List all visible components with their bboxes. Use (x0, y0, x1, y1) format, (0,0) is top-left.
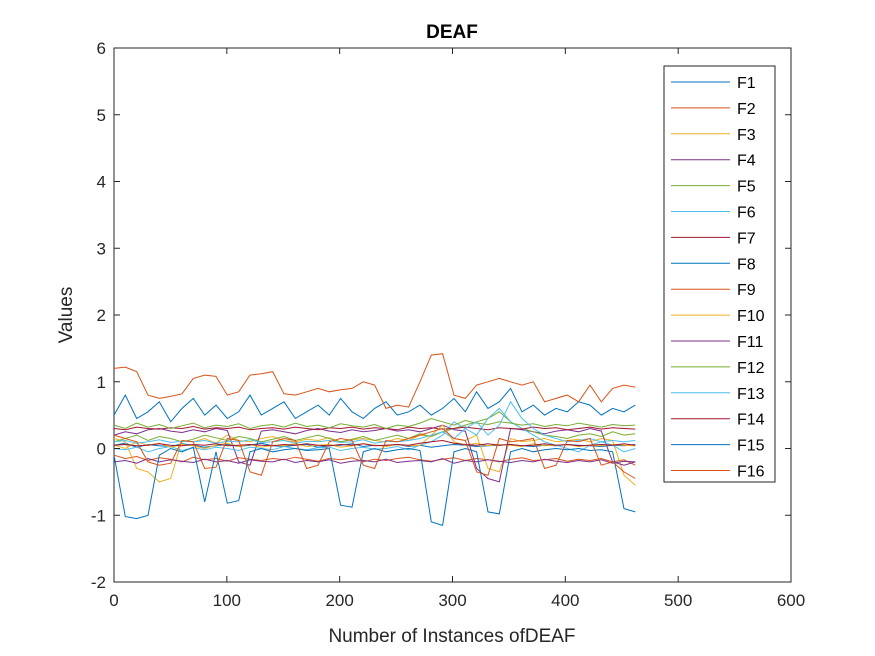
legend-label: F7 (737, 230, 756, 247)
y-tick-label: 3 (97, 239, 106, 258)
series-line-f14 (113, 439, 636, 447)
y-tick-label: 5 (97, 106, 106, 125)
series-line-f13 (113, 400, 636, 444)
legend-label: F5 (737, 179, 756, 196)
series-line-f12 (113, 417, 636, 430)
y-tick-label: -2 (91, 573, 106, 592)
x-tick-label: 400 (551, 591, 579, 610)
series-line-f9 (113, 353, 636, 409)
series-line-f10 (113, 424, 636, 450)
legend-label: F11 (737, 334, 763, 351)
series-line-f16 (113, 427, 636, 479)
y-tick-label: 0 (97, 440, 106, 459)
legend-label: F3 (737, 127, 756, 144)
series-line-f7 (113, 425, 636, 431)
legend-label: F2 (737, 101, 756, 118)
series-line-f8 (113, 387, 636, 423)
series-line-f6 (113, 407, 636, 453)
legend-label: F13 (737, 386, 765, 403)
legend-label: F12 (737, 360, 765, 377)
legend: F1 F2 F3 F4 F5 F6 F7 F8 F9 F10 F11 F12 F13 F14 F15 F16 (663, 65, 776, 483)
legend-label: F1 (737, 75, 756, 92)
legend-label: F14 (737, 412, 765, 429)
legend-label: F10 (737, 308, 765, 325)
x-tick-label: 300 (438, 591, 466, 610)
x-tick-label: 100 (213, 591, 241, 610)
y-tick-label: 6 (97, 39, 106, 58)
y-tick-label: 2 (97, 306, 106, 325)
x-axis-label: Number of Instances ofDEAF (328, 626, 575, 647)
legend-box (663, 65, 776, 483)
chart-title: DEAF (426, 22, 478, 43)
legend-label: F16 (737, 464, 765, 481)
x-tick-label: 0 (109, 591, 118, 610)
series-layer (113, 353, 636, 526)
legend-label: F15 (737, 438, 765, 455)
y-tick-label: 4 (97, 173, 106, 192)
y-tick-label: 1 (97, 373, 106, 392)
y-axis-label: Values (56, 287, 77, 344)
x-tick-label: 600 (777, 591, 805, 610)
legend-label: F8 (737, 256, 756, 273)
legend-label: F4 (737, 153, 756, 170)
series-line-f15 (113, 446, 636, 526)
y-tick-label: -1 (91, 506, 106, 525)
legend-label: F6 (737, 205, 756, 222)
tick-layer: 0 100 200 300 400 500 600 -2 -1 0 1 2 3 4 5 6 (91, 39, 805, 610)
series-line-f4 (113, 424, 636, 483)
series-line-f5 (113, 411, 636, 443)
legend-label: F9 (737, 282, 756, 299)
x-tick-label: 200 (325, 591, 353, 610)
x-tick-label: 500 (664, 591, 692, 610)
